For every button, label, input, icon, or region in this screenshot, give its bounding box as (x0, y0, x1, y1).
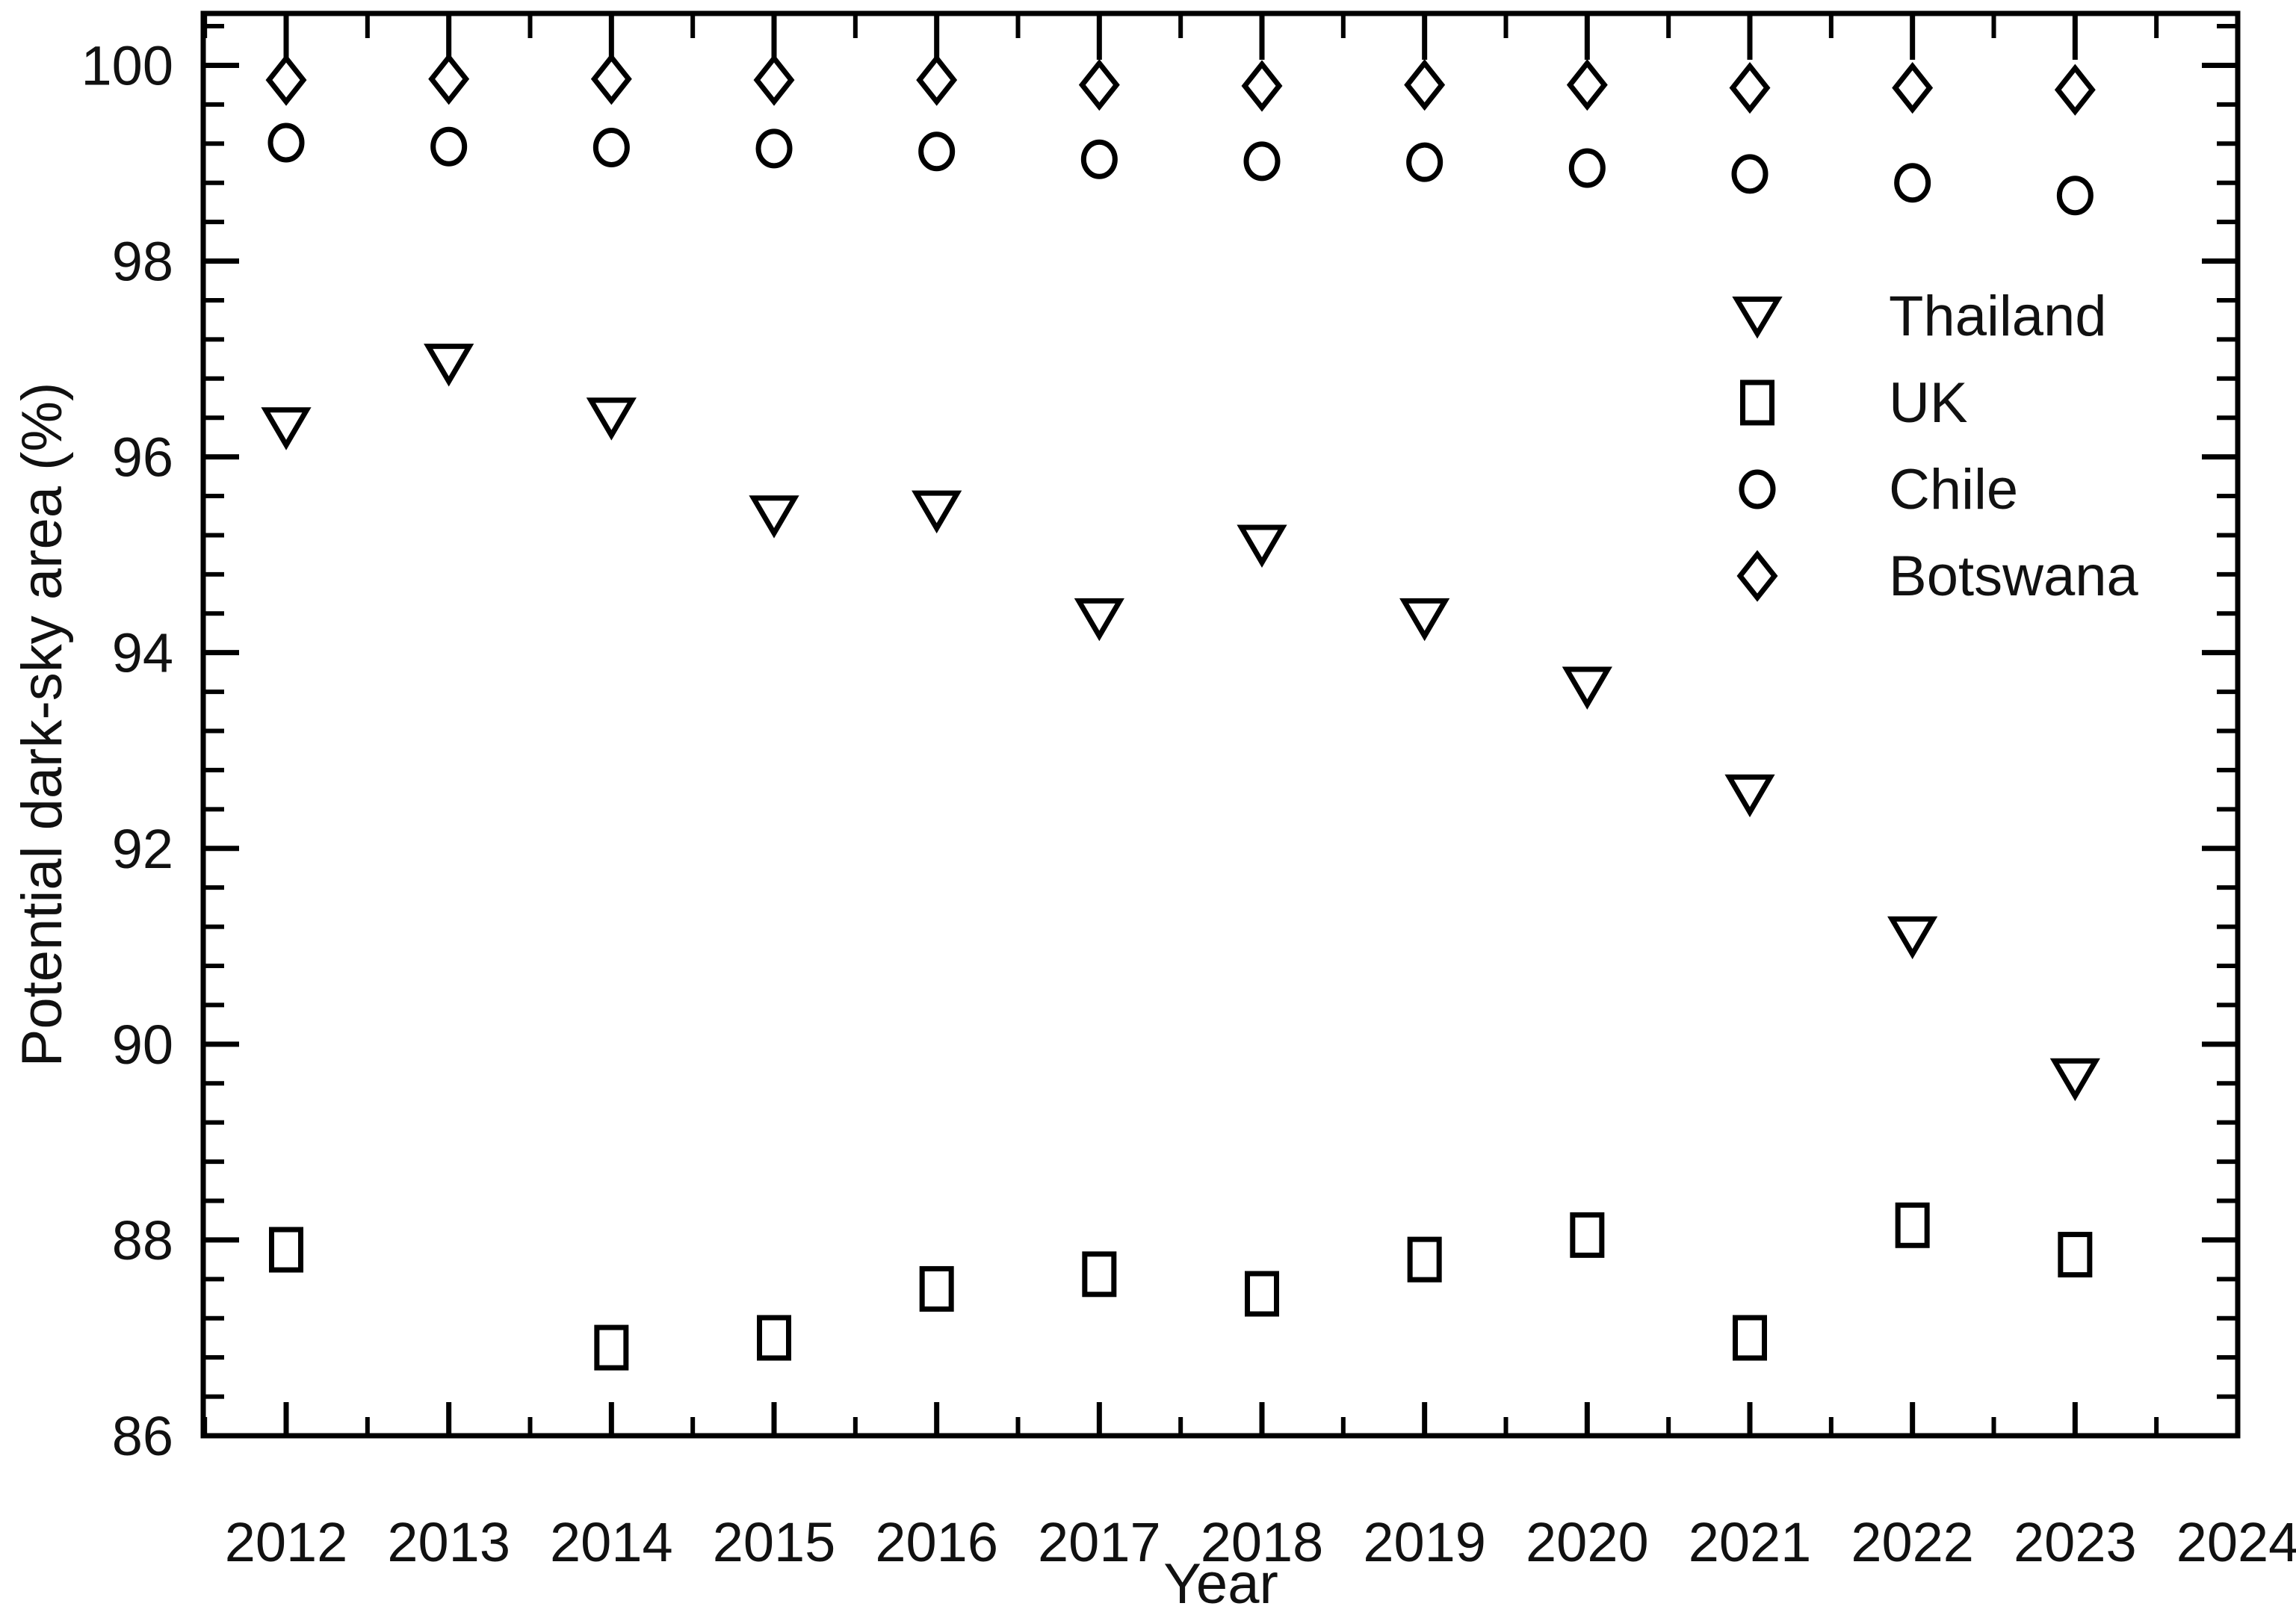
y-tick-label: 98 (112, 231, 173, 293)
marker-botswana (753, 54, 795, 106)
y-tick-label: 96 (112, 427, 173, 489)
marker-chile (755, 128, 793, 169)
marker-botswana (265, 54, 307, 106)
marker-chile (1568, 148, 1606, 188)
marker-botswana (916, 54, 958, 106)
marker-thailand (749, 495, 799, 539)
marker-thailand (1074, 598, 1124, 642)
x-tick-label: 2018 (1201, 1511, 1324, 1573)
square-icon (1740, 379, 1774, 426)
legend-label-uk: UK (1889, 371, 1968, 435)
x-tick-label: 2022 (1851, 1511, 1974, 1573)
marker-thailand (586, 397, 637, 441)
marker-thailand (1724, 774, 1775, 818)
x-tick-label: 2013 (387, 1511, 510, 1573)
marker-thailand (912, 490, 962, 534)
marker-botswana (428, 53, 470, 105)
marker-chile (592, 128, 630, 168)
marker-chile (2056, 176, 2094, 216)
legend-label-thailand: Thailand (1889, 285, 2107, 348)
y-tick-label: 88 (112, 1209, 173, 1271)
diamond-icon (1736, 550, 1778, 602)
x-tick-label: 2014 (550, 1511, 673, 1573)
marker-thailand (1562, 666, 1612, 710)
y-tick-label: 90 (112, 1014, 173, 1076)
legend-label-botswana: Botswana (1889, 545, 2138, 608)
marker-botswana (2054, 63, 2096, 116)
y-axis-title: Potential dark-sky area (%) (10, 382, 74, 1067)
circle-icon (1739, 469, 1776, 509)
marker-uk (1082, 1251, 1117, 1298)
triangle-down-icon (1732, 297, 1783, 339)
marker-botswana (1404, 59, 1446, 111)
marker-thailand (424, 344, 474, 387)
marker-uk (1245, 1271, 1280, 1317)
marker-thailand (1399, 598, 1450, 642)
marker-thailand (261, 407, 312, 450)
marker-uk (919, 1265, 954, 1312)
marker-chile (1731, 154, 1769, 194)
y-tick-label: 94 (112, 622, 173, 684)
x-tick-label: 2023 (2014, 1511, 2137, 1573)
legend: Thailand UK Chile Botswana (1732, 285, 2138, 608)
y-tick-label: 92 (112, 818, 173, 880)
marker-uk (269, 1227, 304, 1273)
x-tick-label: 2024 (2176, 1511, 2296, 1573)
x-tick-label: 2020 (1526, 1511, 1649, 1573)
marker-uk (757, 1315, 792, 1361)
marker-uk (1570, 1212, 1605, 1258)
marker-chile (267, 123, 305, 163)
x-tick-label: 2015 (713, 1511, 836, 1573)
x-tick-label: 2019 (1363, 1511, 1486, 1573)
marker-botswana (1241, 60, 1283, 112)
marker-chile (918, 131, 956, 172)
marker-chile (1406, 142, 1443, 182)
marker-botswana (1892, 61, 1934, 114)
marker-uk (2058, 1232, 2093, 1278)
marker-uk (1895, 1202, 1930, 1248)
x-tick-label: 2016 (875, 1511, 998, 1573)
y-tick-label: 86 (112, 1405, 173, 1467)
x-tick-label: 2012 (225, 1511, 348, 1573)
y-tick-label: 100 (81, 34, 173, 96)
legend-label-chile: Chile (1889, 458, 2018, 521)
plot-frame (200, 10, 2241, 1439)
marker-uk (1733, 1315, 1768, 1361)
marker-chile (1243, 141, 1281, 182)
marker-botswana (1729, 61, 1771, 114)
x-tick-label: 2021 (1689, 1511, 1812, 1573)
marker-uk (594, 1324, 629, 1371)
marker-botswana (1566, 59, 1608, 111)
marker-botswana (1078, 59, 1120, 111)
marker-thailand (1887, 916, 1938, 960)
marker-thailand (2049, 1058, 2100, 1102)
marker-chile (1894, 163, 1931, 203)
x-tick-label: 2017 (1038, 1511, 1161, 1573)
x-axis-title: Year (1163, 1552, 1278, 1616)
marker-uk (1407, 1236, 1442, 1283)
marker-botswana (590, 53, 632, 105)
plot-area: 86 88 90 92 94 96 98 100 2012 2013 2014 2015 2016 201… (81, 10, 2296, 1573)
marker-chile (430, 126, 468, 167)
marker-thailand (1237, 524, 1287, 568)
marker-chile (1080, 139, 1118, 179)
